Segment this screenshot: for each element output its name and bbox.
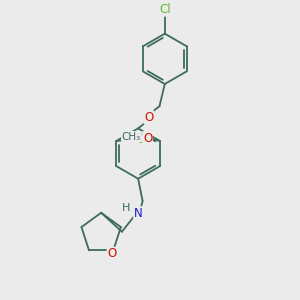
Text: O: O <box>107 247 116 260</box>
Text: Cl: Cl <box>159 3 171 16</box>
Text: N: N <box>134 207 142 220</box>
Text: H: H <box>122 203 130 213</box>
Text: O: O <box>144 111 153 124</box>
Text: Cl: Cl <box>136 133 148 146</box>
Text: CH₃: CH₃ <box>122 131 141 142</box>
Text: O: O <box>143 131 152 145</box>
